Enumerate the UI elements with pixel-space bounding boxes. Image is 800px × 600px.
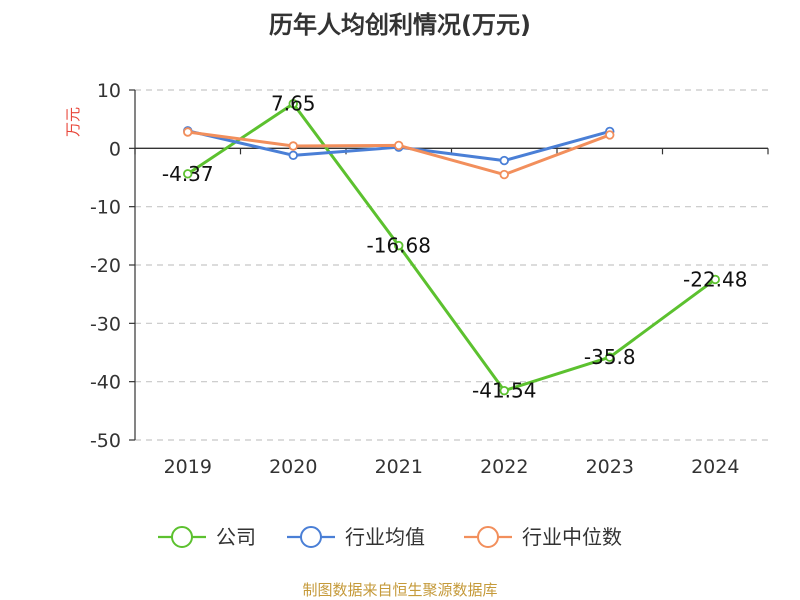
series-line-0 [186, 102, 717, 393]
chart-title: 历年人均创利情况(万元) [269, 11, 531, 39]
legend-marker-1 [300, 526, 322, 548]
data-point [499, 155, 509, 166]
x-tick-label: 2022 [480, 456, 528, 478]
x-tick-label: 2024 [691, 456, 739, 478]
data-label: -4.37 [162, 162, 214, 186]
data-label: -35.8 [584, 345, 636, 369]
source-note: 制图数据来自恒生聚源数据库 [302, 581, 497, 599]
data-label: -22.48 [683, 267, 747, 291]
data-point [394, 140, 404, 151]
data-point [288, 141, 298, 151]
data-point [499, 169, 509, 180]
series-line-2 [187, 130, 611, 177]
data-point [605, 130, 615, 140]
y-tick-label: -40 [90, 372, 121, 394]
data-point [710, 274, 720, 285]
data-label: -41.54 [472, 379, 536, 403]
x-tick-label: 2021 [375, 456, 423, 478]
data-label: -16.68 [367, 234, 431, 258]
y-tick-label: 10 [97, 80, 121, 102]
legend-label-0: 公司 [216, 525, 256, 549]
x-tick-label: 2020 [269, 456, 317, 478]
legend-label-1: 行业均值 [345, 525, 425, 549]
data-labels: -4.37 7.65 -16.68 -41.54 -35.8 -22.48 [162, 92, 748, 403]
legend-label-2: 行业中位数 [522, 525, 622, 549]
x-tick-label: 2019 [164, 456, 212, 478]
data-label: 7.65 [271, 92, 316, 116]
data-point [183, 169, 193, 179]
data-point [499, 385, 509, 396]
legend-marker-2 [477, 526, 499, 548]
x-tick-label: 2023 [586, 456, 634, 478]
y-tick-label: 0 [109, 138, 121, 160]
grid-lines [135, 89, 768, 441]
y-tick-label: -10 [90, 197, 121, 219]
y-tick-label: -50 [90, 430, 121, 452]
data-point [605, 352, 615, 362]
legend-marker-0 [171, 526, 193, 548]
axes: 10 0 -10 -20 -30 -40 -50 2019 2020 2021 2022 2023 20… [90, 80, 769, 478]
data-point [394, 240, 404, 251]
y-axis-label: 万元 [64, 107, 82, 137]
y-tick-label: -30 [90, 313, 121, 335]
series-lines [183, 99, 720, 396]
y-tick-label: -20 [90, 255, 121, 277]
legend: 公司 行业均值 行业中位数 [158, 525, 622, 549]
data-point [288, 99, 298, 109]
data-point [288, 150, 298, 161]
data-point [183, 127, 193, 137]
